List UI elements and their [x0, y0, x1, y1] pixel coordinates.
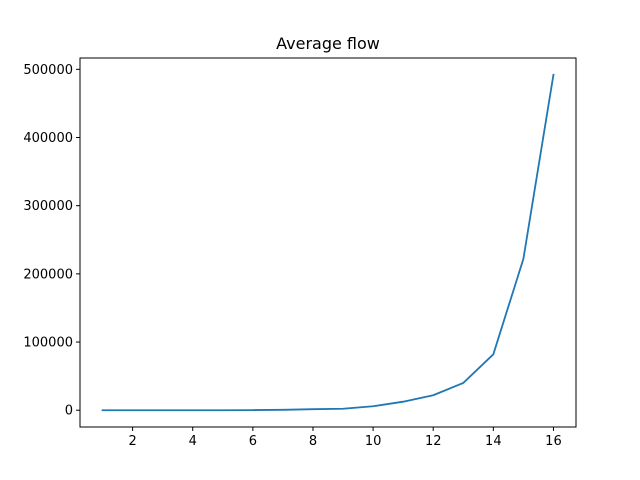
y-tick-label: 500000 — [23, 63, 73, 78]
y-tick-label: 400000 — [23, 131, 73, 146]
x-tick-label: 6 — [249, 434, 257, 449]
x-tick-label: 8 — [309, 434, 317, 449]
y-axis: 0 100000 200000 300000 400000 500000 — [23, 63, 80, 419]
chart-title: Average flow — [276, 34, 380, 53]
x-tick-label: 12 — [425, 434, 442, 449]
x-tick-label: 10 — [365, 434, 382, 449]
y-tick-label: 300000 — [23, 199, 73, 214]
axes-frame — [79, 57, 577, 428]
y-tick-label: 200000 — [23, 267, 73, 282]
x-tick-label: 14 — [485, 434, 502, 449]
x-tick-label: 16 — [545, 434, 562, 449]
series-line-1 — [101, 73, 555, 412]
x-axis: 2 4 6 8 10 12 14 16 — [128, 427, 562, 449]
x-tick-label: 4 — [189, 434, 197, 449]
x-tick-label: 2 — [128, 434, 136, 449]
y-tick-label: 0 — [65, 404, 73, 419]
y-tick-label: 100000 — [23, 336, 73, 351]
